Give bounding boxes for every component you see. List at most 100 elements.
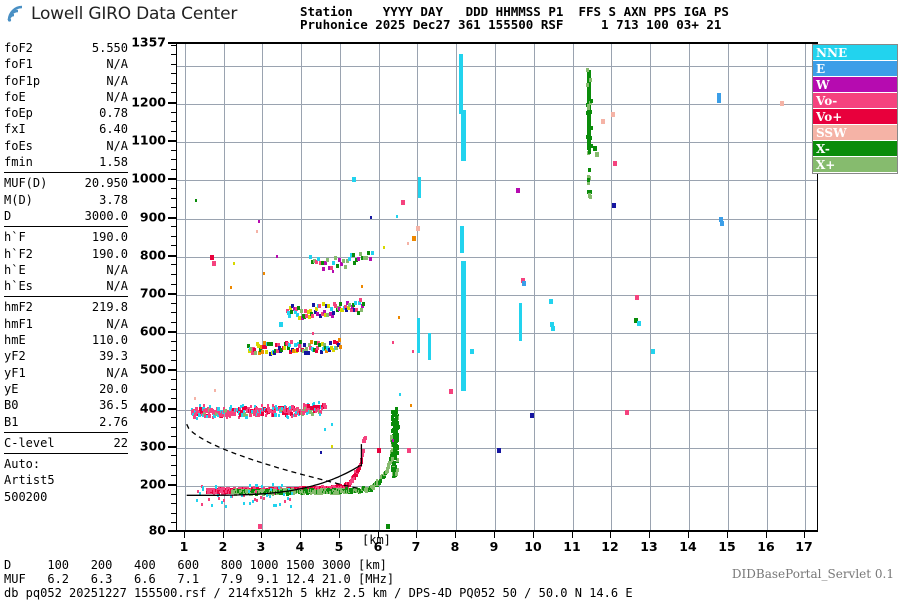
x-tick-13 [649,532,650,538]
param-value: N/A [106,262,128,277]
y-minor-tick [171,417,176,418]
legend-item-ssw[interactable]: SSW [813,125,897,141]
x-tick-label-11: 11 [563,539,581,554]
x-tick-1 [184,532,185,538]
y-tick-label-200: 200 [139,476,166,492]
legend-item-vo[interactable]: Vo- [813,93,897,109]
param-key: foF2 [4,41,33,55]
x-tick-label-5: 5 [334,539,344,554]
param-key: hmE [4,333,26,348]
hgrid-200 [177,486,817,487]
param-row-fof1p: foF1p N/A [4,73,128,89]
param-row-yf1: yF1 N/A [4,365,128,381]
y-major-tick-80 [168,530,176,532]
y-minor-tick [171,121,176,122]
param-row-hme: hmE 110.0 [4,332,128,348]
param-key: foEp [4,106,33,121]
param-value: N/A [106,138,128,153]
param-group-2: h`F 190.0 h`F2 190.0 h`E N/A h`Es N/A [4,229,128,294]
ionogram-plot-area[interactable] [176,42,818,532]
param-key: foF1p [4,73,41,88]
param-key: h`F2 [4,246,33,261]
param-key: B1 [4,414,19,429]
y-minor-tick [171,284,176,285]
y-minor-tick [171,465,176,466]
param-key: yF1 [4,365,26,380]
y-minor-tick [171,389,176,390]
param-row-hes: h`Es N/A [4,278,128,294]
vgrid-10 [534,44,535,530]
ionogram-profile-curves [186,423,363,496]
param-row-yf2: yF2 39.3 [4,348,128,364]
hgrid-1300 [177,66,817,67]
y-minor-tick [171,264,176,265]
x-tick-label-10: 10 [524,539,542,554]
servlet-version-label: DIDBasePortal_Servlet 0.1 [731,567,894,581]
hgrid-800 [177,257,817,258]
param-value: 20.950 [84,176,128,191]
x-tick-15 [727,532,728,538]
x-tick-7 [416,532,417,538]
legend-item-nne[interactable]: NNE [813,45,897,61]
y-minor-tick [171,150,176,151]
x-axis-unit-label: [km] [362,533,391,547]
vgrid-16 [767,44,768,530]
y-major-tick-800 [168,255,176,257]
x-tick-8 [455,532,456,538]
param-row-hmf2: hmF2 219.8 [4,299,128,315]
param-row-b1: B1 2.76 [4,414,128,430]
y-tick-label-1200: 1200 [131,94,166,110]
param-row-fof2: foF2 5.550 [4,40,128,56]
parameter-panel: foF2 5.550 foF1 N/A foF1p N/A foE N/A foEp 0.78 fx… [4,40,128,505]
x-tick-label-13: 13 [640,539,658,554]
y-minor-tick [171,379,176,380]
y-major-tick-300 [168,446,176,448]
vgrid-17 [805,44,806,530]
param-value: 110.0 [91,333,128,348]
electron-density-profile-curve [186,444,363,496]
y-minor-tick [171,436,176,437]
y-axis-ticks [168,42,176,532]
param-value: N/A [106,316,128,331]
x-tick-label-1: 1 [179,539,189,554]
param-row-d: D 3000.0 [4,208,128,224]
param-row-fof1: foF1 N/A [4,56,128,72]
y-tick-label-80: 80 [148,522,166,538]
legend-item-w[interactable]: W [813,77,897,93]
param-key: foF1 [4,57,33,72]
x-tick-6 [378,532,379,538]
x-axis-ticks [176,532,818,539]
param-key: hmF2 [4,300,33,315]
x-tick-4 [300,532,301,538]
param-row-ye: yE 20.0 [4,381,128,397]
vgrid-9 [495,44,496,530]
param-value: 5.550 [91,41,128,55]
x-tick-10 [533,532,534,538]
y-major-tick-900 [168,217,176,219]
y-minor-tick [171,169,176,170]
y-minor-tick [171,45,176,46]
param-value: N/A [106,57,128,72]
param-key: h`F [4,230,26,245]
param-row-fmin: fmin 1.58 [4,154,128,170]
polarization-legend[interactable]: NNE E W Vo- Vo+ SSW X- X+ [812,44,898,174]
param-value: N/A [106,89,128,104]
vgrid-6 [379,44,380,530]
x-tick-label-7: 7 [411,539,421,554]
legend-item-x[interactable]: X+ [813,157,897,173]
legend-item-e[interactable]: E [813,61,897,77]
legend-item-vo[interactable]: Vo+ [813,109,897,125]
param-row-md: M(D) 3.78 [4,192,128,208]
y-tick-label-900: 900 [139,209,166,225]
param-value: 6.40 [99,122,128,137]
station-values-line: Pruhonice 2025 Dec27 361 155500 RSF 1 71… [300,17,722,32]
param-row-foep: foEp 0.78 [4,105,128,121]
brand-header: Lowell GIRO Data Center [6,4,237,24]
y-minor-tick [171,322,176,323]
muf-value-row: MUF 6.2 6.3 6.6 7.1 7.9 9.1 12.4 21.0 [M… [4,572,395,586]
x-tick-label-16: 16 [757,539,775,554]
param-row-clevel: C-level 22 [4,435,128,451]
param-value: 190.0 [91,230,128,245]
legend-item-x[interactable]: X- [813,141,897,157]
param-value: 3000.0 [84,208,128,223]
